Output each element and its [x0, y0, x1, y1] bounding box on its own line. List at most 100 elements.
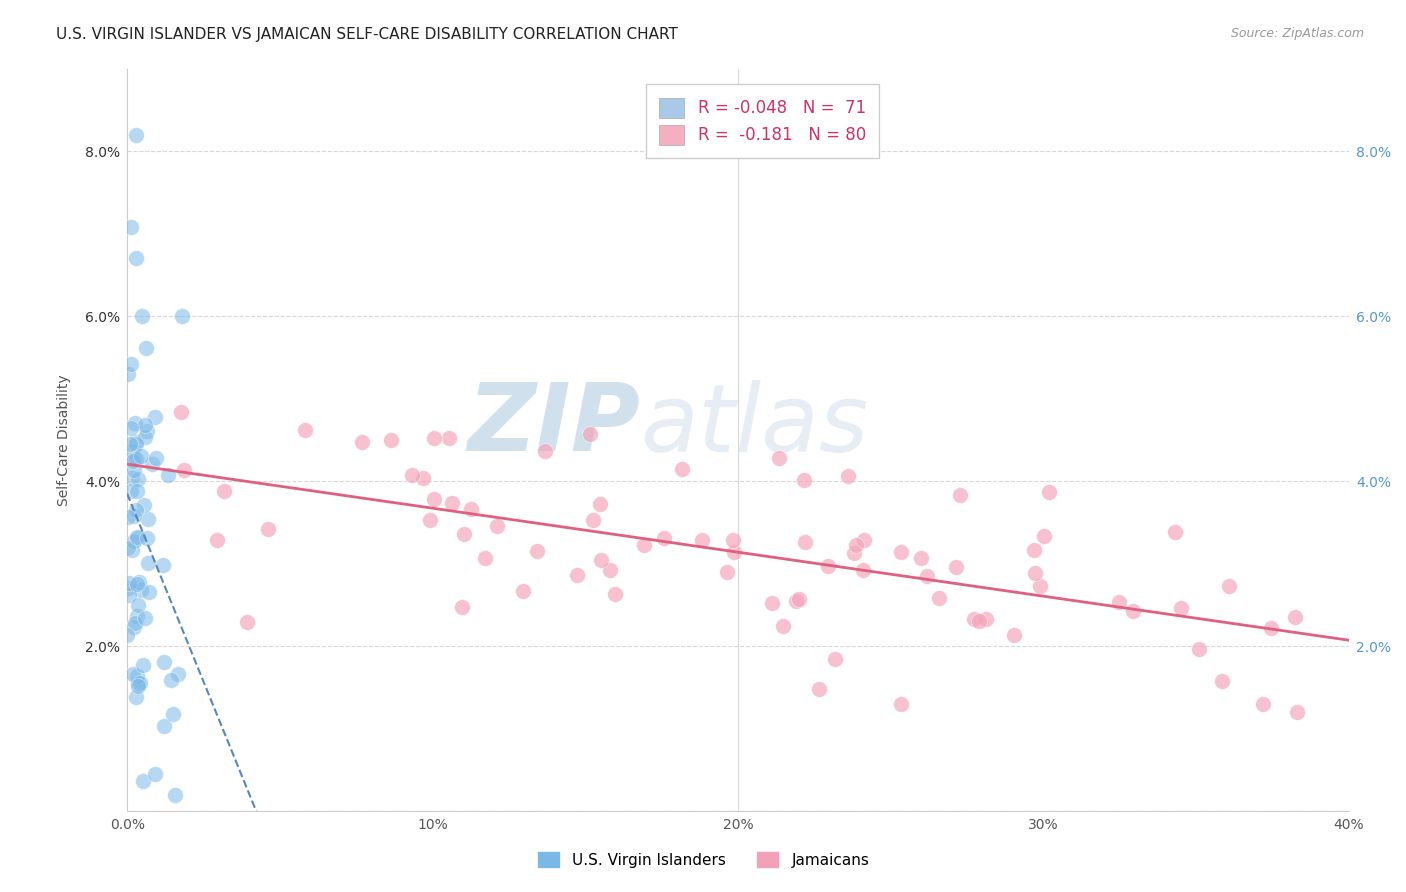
Point [117, 628, 139, 642]
Point [603, 587, 626, 601]
Point [581, 513, 603, 527]
Point [671, 462, 693, 476]
Point [1163, 524, 1185, 539]
Point [125, 483, 148, 498]
Point [440, 496, 463, 510]
Point [1024, 543, 1046, 558]
Point [122, 620, 145, 634]
Point [380, 434, 402, 448]
Point [131, 773, 153, 788]
Point [808, 682, 831, 697]
Point [118, 588, 141, 602]
Point [1188, 642, 1211, 657]
Point [124, 615, 146, 630]
Point [205, 533, 228, 547]
Point [852, 533, 875, 548]
Point [125, 530, 148, 544]
Point [842, 546, 865, 560]
Point [125, 437, 148, 451]
Point [127, 472, 149, 486]
Point [423, 492, 446, 507]
Point [117, 575, 139, 590]
Point [120, 219, 142, 234]
Point [143, 767, 166, 781]
Point [690, 533, 713, 547]
Point [120, 483, 142, 498]
Point [817, 559, 839, 574]
Point [125, 435, 148, 450]
Point [134, 430, 156, 444]
Point [125, 690, 148, 704]
Point [135, 341, 157, 355]
Point [974, 612, 997, 626]
Point [928, 591, 950, 606]
Point [125, 576, 148, 591]
Point [910, 550, 932, 565]
Point [526, 544, 548, 558]
Point [824, 651, 846, 665]
Point [915, 569, 938, 583]
Point [772, 619, 794, 633]
Point [173, 462, 195, 476]
Point [163, 788, 186, 802]
Point [167, 666, 190, 681]
Point [125, 128, 148, 142]
Point [945, 560, 967, 574]
Point [588, 497, 610, 511]
Point [138, 585, 160, 599]
Point [963, 612, 986, 626]
Point [567, 568, 589, 582]
Point [121, 471, 143, 485]
Point [422, 431, 444, 445]
Point [716, 565, 738, 579]
Point [793, 473, 815, 487]
Point [120, 421, 142, 435]
Point [152, 655, 174, 669]
Point [451, 600, 474, 615]
Point [652, 532, 675, 546]
Text: ZIP: ZIP [467, 379, 640, 471]
Text: U.S. VIRGIN ISLANDER VS JAMAICAN SELF-CARE DISABILITY CORRELATION CHART: U.S. VIRGIN ISLANDER VS JAMAICAN SELF-CA… [56, 27, 678, 42]
Point [132, 657, 155, 672]
Point [129, 449, 152, 463]
Point [1002, 628, 1025, 642]
Point [117, 367, 139, 381]
Point [1122, 604, 1144, 618]
Point [412, 471, 434, 485]
Point [768, 451, 790, 466]
Point [131, 309, 153, 323]
Point [124, 534, 146, 549]
Point [134, 610, 156, 624]
Point [845, 538, 868, 552]
Legend: R = -0.048   N =  71, R =  -0.181   N = 80: R = -0.048 N = 71, R = -0.181 N = 80 [645, 84, 879, 158]
Point [124, 416, 146, 430]
Point [460, 501, 482, 516]
Text: atlas: atlas [640, 380, 869, 471]
Point [122, 509, 145, 524]
Point [127, 598, 149, 612]
Point [890, 697, 912, 711]
Point [127, 680, 149, 694]
Point [120, 357, 142, 371]
Point [969, 614, 991, 628]
Point [1038, 484, 1060, 499]
Point [785, 594, 807, 608]
Point [121, 542, 143, 557]
Point [1251, 697, 1274, 711]
Point [589, 553, 612, 567]
Point [127, 676, 149, 690]
Point [1108, 595, 1130, 609]
Point [1029, 579, 1052, 593]
Point [761, 596, 783, 610]
Point [117, 582, 139, 596]
Point [837, 468, 859, 483]
Point [117, 509, 139, 524]
Point [1260, 621, 1282, 635]
Point [294, 423, 316, 437]
Point [1285, 706, 1308, 720]
Point [1211, 673, 1233, 688]
Point [401, 467, 423, 482]
Point [474, 550, 496, 565]
Point [122, 452, 145, 467]
Text: Source: ZipAtlas.com: Source: ZipAtlas.com [1230, 27, 1364, 40]
